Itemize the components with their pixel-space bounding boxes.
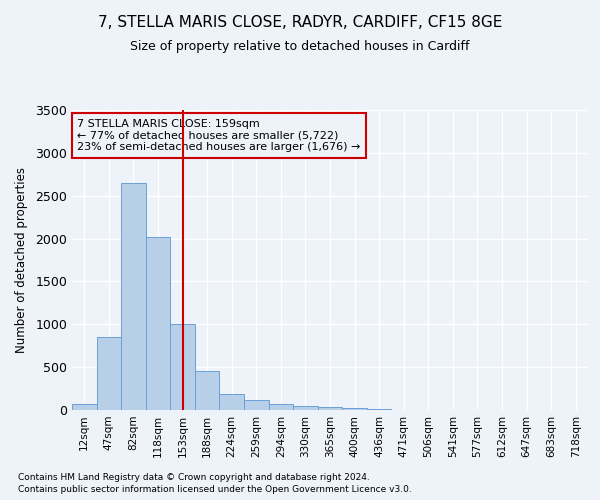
Bar (220, 394, 244, 410)
Text: 7, STELLA MARIS CLOSE, RADYR, CARDIFF, CF15 8GE: 7, STELLA MARIS CLOSE, RADYR, CARDIFF, C… (98, 15, 502, 30)
Bar (244, 400, 269, 410)
Text: 7 STELLA MARIS CLOSE: 159sqm
← 77% of detached houses are smaller (5,722)
23% of: 7 STELLA MARIS CLOSE: 159sqm ← 77% of de… (77, 119, 361, 152)
Bar (121, 183, 146, 410)
Bar (367, 409, 391, 410)
Text: Size of property relative to detached houses in Cardiff: Size of property relative to detached ho… (130, 40, 470, 53)
Bar (170, 324, 195, 410)
Text: Contains public sector information licensed under the Open Government Licence v3: Contains public sector information licen… (18, 485, 412, 494)
Y-axis label: Number of detached properties: Number of detached properties (16, 167, 28, 353)
Bar (318, 407, 342, 410)
Bar (195, 372, 220, 410)
Bar (293, 406, 318, 410)
Bar (72, 404, 97, 410)
Bar (342, 408, 367, 410)
Text: Contains HM Land Registry data © Crown copyright and database right 2024.: Contains HM Land Registry data © Crown c… (18, 472, 370, 482)
Bar (146, 237, 170, 410)
Bar (269, 404, 293, 410)
Bar (97, 337, 121, 410)
